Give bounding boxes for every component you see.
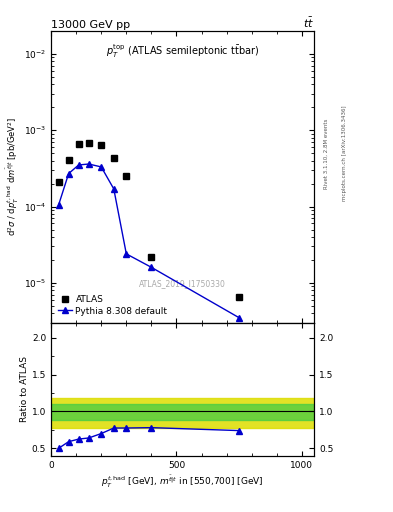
ATLAS	[237, 294, 242, 301]
ATLAS	[66, 157, 71, 163]
Pythia 8.308 default	[237, 315, 242, 321]
X-axis label: $p_T^{t,{\rm had}}$ [GeV], $m^{\bar{t}|t}$ in [550,700] [GeV]: $p_T^{t,{\rm had}}$ [GeV], $m^{\bar{t}|t…	[101, 474, 264, 490]
Pythia 8.308 default	[149, 264, 154, 270]
Y-axis label: d$^2\sigma$ / d$p_T^{t,{\rm had}}$ d$m^{\bar{t}|t}$ [pb/GeV$^2$]: d$^2\sigma$ / d$p_T^{t,{\rm had}}$ d$m^{…	[5, 117, 21, 237]
ATLAS	[124, 173, 129, 179]
Pythia 8.308 default	[56, 202, 61, 208]
Text: ATLAS_2019_I1750330: ATLAS_2019_I1750330	[139, 279, 226, 288]
Text: mcplots.cern.ch [arXiv:1306.3436]: mcplots.cern.ch [arXiv:1306.3436]	[342, 106, 347, 201]
ATLAS	[76, 141, 81, 147]
Pythia 8.308 default	[76, 162, 81, 168]
ATLAS	[56, 179, 61, 185]
Line: Pythia 8.308 default: Pythia 8.308 default	[56, 161, 242, 321]
Pythia 8.308 default	[66, 170, 71, 177]
ATLAS	[149, 253, 154, 260]
Line: ATLAS: ATLAS	[56, 140, 242, 300]
ATLAS	[112, 155, 116, 161]
ATLAS	[86, 140, 91, 146]
Pythia 8.308 default	[112, 186, 116, 192]
Legend: ATLAS, Pythia 8.308 default: ATLAS, Pythia 8.308 default	[55, 292, 170, 318]
ATLAS	[99, 142, 104, 148]
Text: 13000 GeV pp: 13000 GeV pp	[51, 20, 130, 30]
Text: Rivet 3.1.10, 2.8M events: Rivet 3.1.10, 2.8M events	[324, 118, 329, 189]
Pythia 8.308 default	[86, 161, 91, 167]
Y-axis label: Ratio to ATLAS: Ratio to ATLAS	[20, 356, 29, 422]
Pythia 8.308 default	[124, 251, 129, 257]
Text: $p_T^{\rm top}$ (ATLAS semileptonic t$\bar{\rm t}$bar): $p_T^{\rm top}$ (ATLAS semileptonic t$\b…	[106, 42, 259, 60]
Text: $t\bar{t}$: $t\bar{t}$	[303, 16, 314, 30]
Pythia 8.308 default	[99, 164, 104, 170]
